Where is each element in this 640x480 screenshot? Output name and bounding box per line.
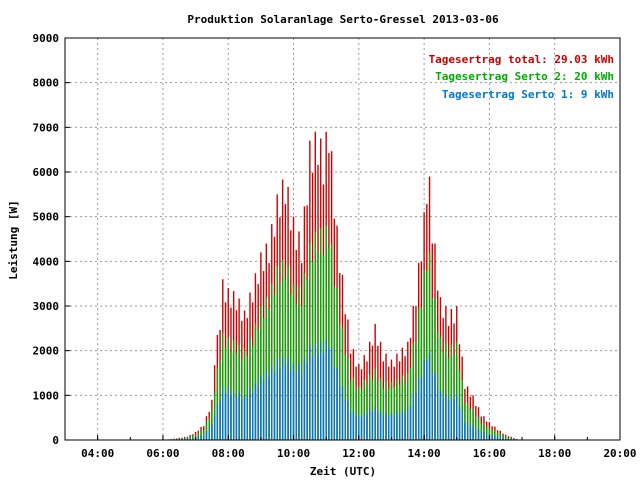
y-tick-label: 6000 [33, 166, 60, 179]
x-tick-label: 10:00 [277, 447, 310, 460]
legend-serto-1: Tagesertrag Serto 1: 9 kWh [442, 88, 614, 101]
y-tick-label: 4000 [33, 255, 60, 268]
y-tick-label: 9000 [33, 32, 60, 45]
x-tick-label: 08:00 [212, 447, 245, 460]
legend-serto-2: Tagesertrag Serto 2: 20 kWh [435, 70, 614, 83]
y-tick-label: 0 [52, 434, 59, 447]
x-axis-label: Zeit (UTC) [310, 465, 376, 478]
y-tick-label: 7000 [33, 121, 60, 134]
plot-frame [64, 37, 621, 441]
x-ticks: 04:00 06:00 08:00 10:00 12:00 14:00 16:00 18:00… [64, 435, 637, 460]
y-tick-label: 3000 [33, 300, 60, 313]
x-tick-label: 12:00 [342, 447, 375, 460]
bars [164, 131, 518, 440]
x-tick-label: 18:00 [538, 447, 571, 460]
x-tick-label: 16:00 [473, 447, 506, 460]
y-axis-label: Leistung [W] [7, 200, 20, 279]
y-ticks: 0 1000 2000 3000 4000 5000 6000 7000 8000 9000 [33, 32, 70, 447]
x-tick-label: 06:00 [146, 447, 179, 460]
x-tick-label: 04:00 [81, 447, 114, 460]
y-tick-label: 2000 [33, 345, 60, 358]
x-tick-label: 20:00 [603, 447, 636, 460]
x-tick-label: 14:00 [408, 447, 441, 460]
y-tick-label: 8000 [33, 77, 60, 90]
legend-total: Tagesertrag total: 29.03 kWh [429, 53, 614, 66]
y-tick-label: 5000 [33, 211, 60, 224]
y-tick-label: 1000 [33, 389, 60, 402]
chart-title: Produktion Solaranlage Serto-Gressel 201… [187, 13, 499, 26]
